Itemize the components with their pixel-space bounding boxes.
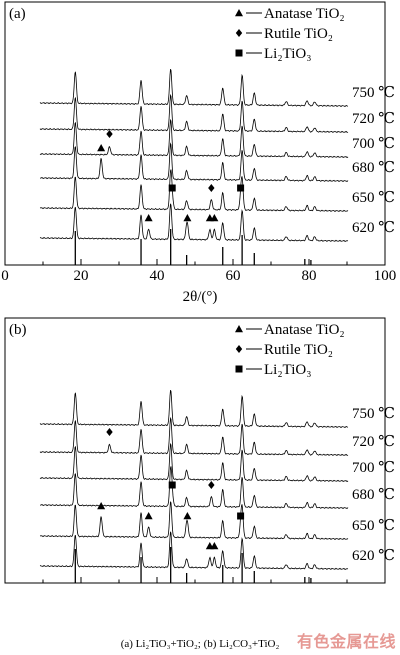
legend-marker-square — [235, 365, 243, 373]
phase-marker-square — [237, 512, 245, 520]
x-tick-label: 100 — [374, 268, 397, 284]
xrd-pattern-line — [39, 442, 349, 483]
series-label: 680 ℃ — [352, 160, 395, 176]
xrd-pattern-line — [39, 390, 349, 429]
panel-label: (a) — [9, 6, 26, 22]
phase-marker-triangle — [144, 512, 153, 520]
xrd-pattern-line — [39, 169, 349, 212]
xrd-pattern-line — [39, 118, 349, 159]
legend-marker-triangle — [235, 9, 243, 17]
legend-marker-triangle — [235, 325, 243, 333]
xrd-pattern-line — [39, 142, 349, 183]
legend-label: Rutile TiO₂ — [264, 342, 333, 358]
series-label: 720 ℃ — [352, 434, 395, 450]
phase-marker-square — [168, 481, 176, 489]
phase-marker-triangle — [97, 502, 106, 510]
legend-marker-square — [235, 49, 243, 57]
series-label: 650 ℃ — [352, 518, 395, 534]
x-tick-label: 40 — [150, 268, 165, 284]
watermark: 有色金属在线 — [296, 632, 396, 651]
phase-marker-diamond — [208, 481, 215, 489]
series-label: 700 ℃ — [352, 460, 395, 476]
xrd-pattern-line — [39, 93, 349, 133]
series-label: 750 ℃ — [352, 85, 395, 101]
series-label: 650 ℃ — [352, 190, 395, 206]
xrd-pattern-line — [39, 69, 349, 108]
phase-marker-diamond — [208, 184, 215, 192]
phase-marker-triangle — [210, 214, 219, 222]
phase-marker-triangle — [210, 542, 219, 550]
x-tick-label: 80 — [302, 268, 317, 284]
x-tick-label: 0 — [1, 268, 9, 284]
series-label: 620 ℃ — [352, 220, 395, 236]
phase-marker-triangle — [97, 144, 106, 152]
panel-a: 0 20 40 60 80 100 2θ/(°) (a) Anatase TiO₂ Rutile … — [1, 1, 397, 305]
xrd-pattern-line — [39, 466, 349, 510]
legend-marker-diamond — [235, 345, 243, 353]
series-label: 680 ℃ — [352, 487, 395, 503]
x-tick-label: 20 — [74, 268, 89, 284]
series-label: 620 ℃ — [352, 548, 395, 564]
xrd-pattern-line — [39, 531, 349, 570]
x-tick-label: 60 — [226, 268, 241, 284]
phase-marker-diamond — [106, 130, 113, 138]
series-label: 720 ℃ — [352, 111, 395, 127]
phase-marker-triangle — [183, 214, 192, 222]
phase-marker-square — [168, 184, 176, 192]
series-label: 750 ℃ — [352, 406, 395, 422]
xrd-pattern-line — [39, 203, 349, 242]
figure-caption: (a) Li₂TiO₃+TiO₂; (b) Li₂CO₃+TiO₂ — [121, 638, 280, 650]
legend-label: Li₂TiO₃ — [264, 46, 311, 62]
legend-label: Anatase TiO₂ — [264, 6, 345, 22]
xrd-pattern-line — [39, 501, 349, 540]
panel-label: (b) — [9, 322, 27, 338]
legend-marker-diamond — [235, 29, 243, 37]
phase-marker-diamond — [106, 428, 113, 436]
legend-label: Rutile TiO₂ — [264, 26, 333, 42]
legend-label: Li₂TiO₃ — [264, 362, 311, 378]
phase-marker-triangle — [144, 214, 153, 222]
phase-marker-square — [237, 184, 245, 192]
x-axis-label: 2θ/(°) — [183, 289, 218, 305]
legend-label: Anatase TiO₂ — [264, 322, 345, 338]
xrd-pattern-line — [39, 416, 349, 456]
phase-marker-triangle — [183, 512, 192, 520]
series-label: 700 ℃ — [352, 136, 395, 152]
panel-b: (b) Anatase TiO₂ Rutile TiO₂ Li₂TiO₃ 750 ℃ 72… — [4, 317, 395, 584]
